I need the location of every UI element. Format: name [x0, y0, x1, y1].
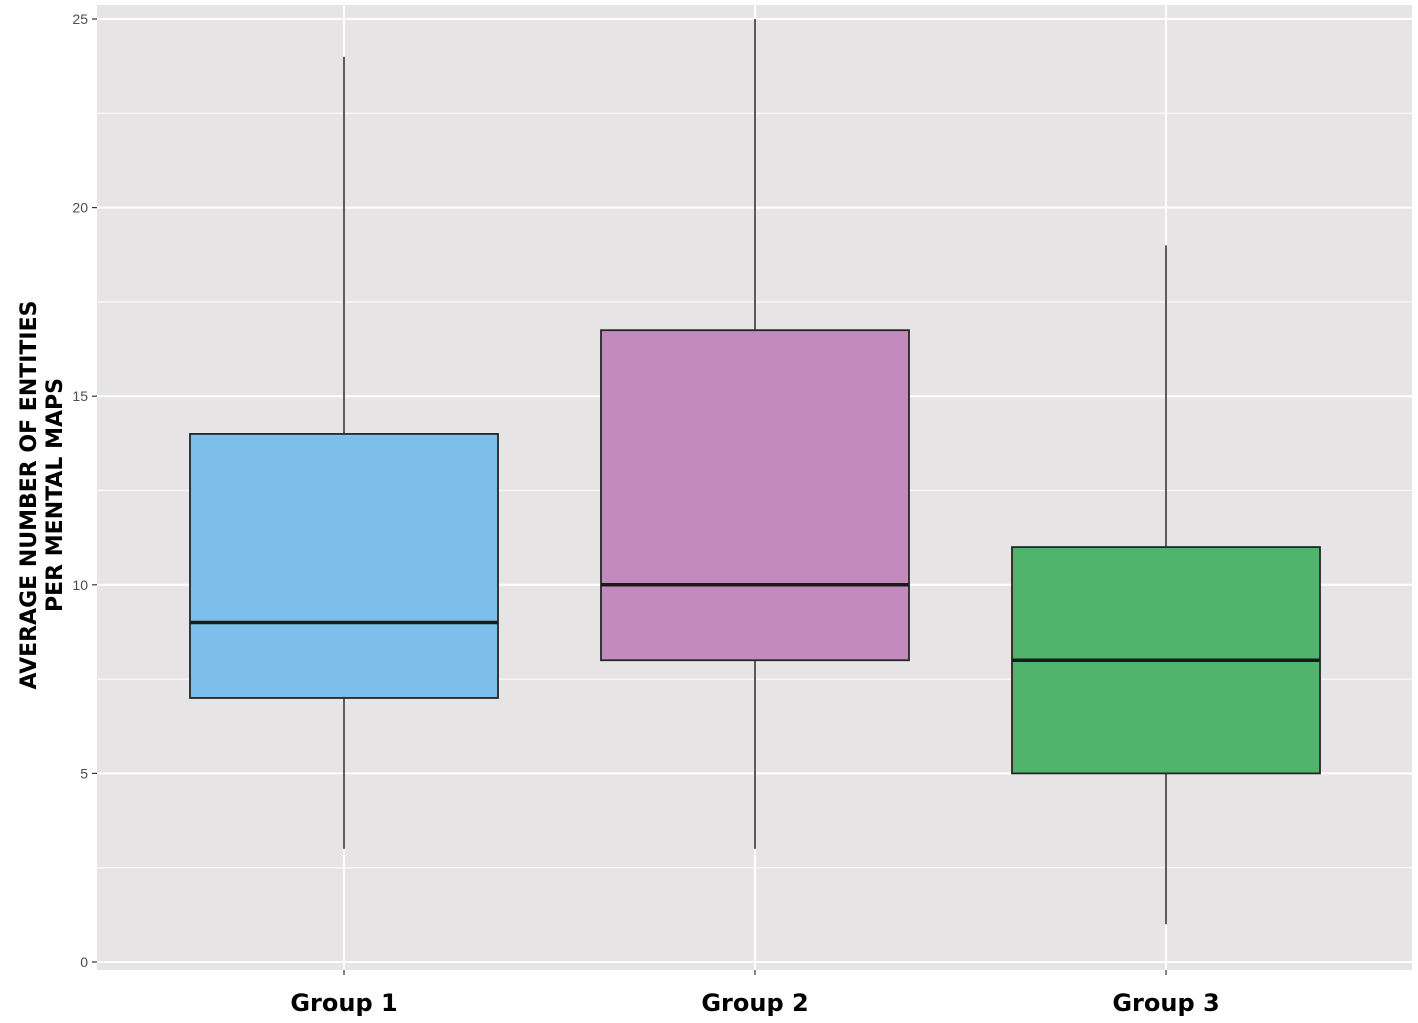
- box-3: [1011, 245, 1321, 925]
- box-2: [600, 19, 910, 849]
- y-tick-label: 5: [80, 765, 88, 781]
- x-category-label: Group 2: [701, 989, 808, 1017]
- y-tick-label: 25: [72, 11, 88, 27]
- y-axis: 0 5 10 15 20 25: [72, 11, 97, 970]
- boxes: [189, 19, 1321, 925]
- x-category-label: Group 1: [290, 989, 397, 1017]
- x-category-label: Group 3: [1112, 989, 1219, 1017]
- x-axis: Group 1 Group 2 Group 3: [290, 970, 1220, 1017]
- y-tick-label: 0: [80, 954, 88, 970]
- y-tick-label: 10: [72, 577, 88, 593]
- y-axis-title: AVERAGE NUMBER OF ENTITIESPER MENTAL MAP…: [17, 301, 68, 690]
- y-axis-title-line: AVERAGE NUMBER OF ENTITIES: [17, 301, 42, 690]
- box-iqr: [600, 329, 910, 662]
- y-tick-label: 15: [72, 388, 88, 404]
- y-axis-title-line: PER MENTAL MAPS: [43, 378, 68, 612]
- box-1: [189, 56, 499, 849]
- y-tick-label: 20: [72, 200, 88, 216]
- box-iqr: [189, 433, 499, 699]
